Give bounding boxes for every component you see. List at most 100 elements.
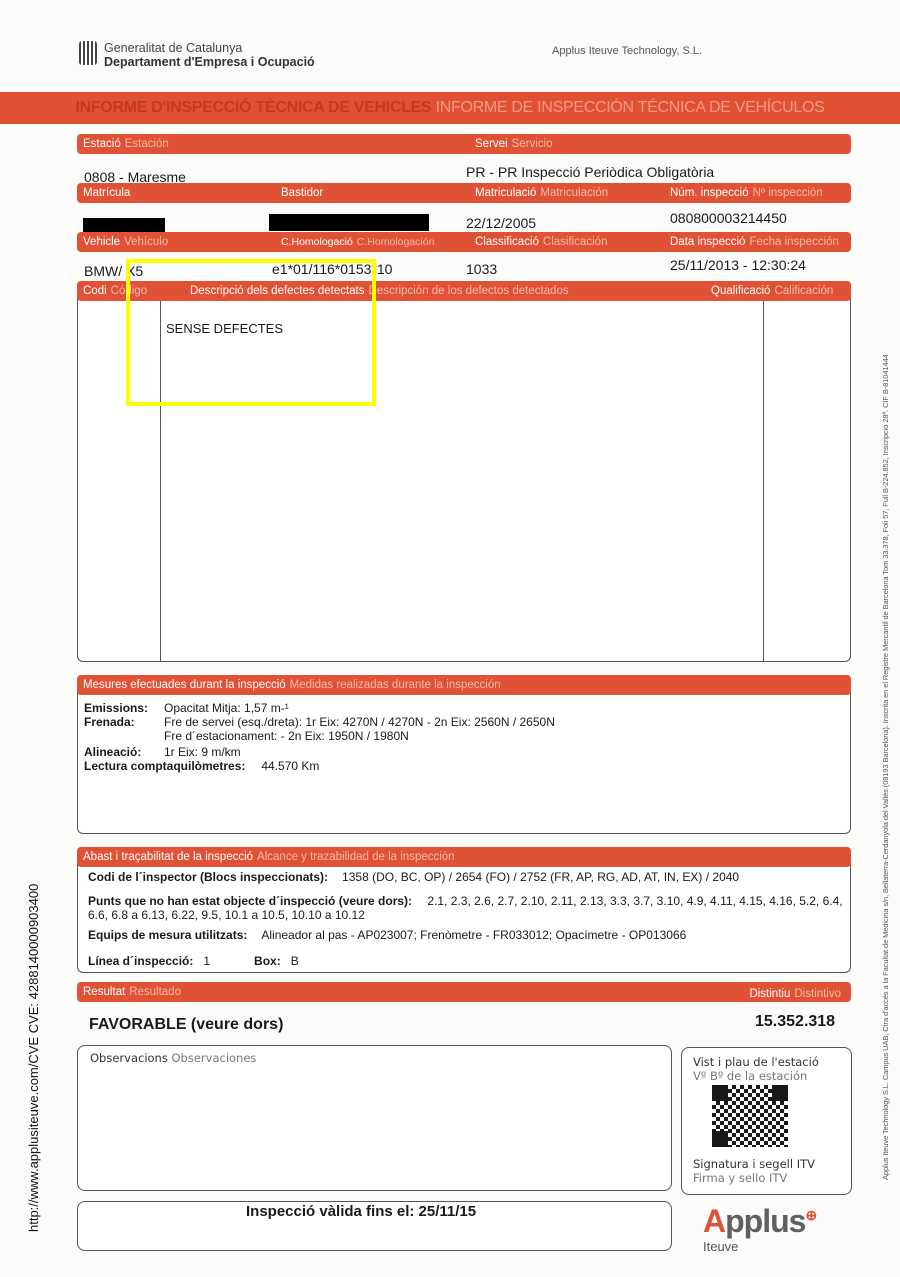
label-matriculacio: Matriculació [475, 187, 537, 199]
header-bar-3: Vehicle Vehículo C.Homologació C.Homologac… [77, 232, 851, 252]
validity-box [77, 1201, 672, 1251]
inspector-label: Codi de l´inspector (Blocs inspeccionats… [88, 870, 329, 884]
applus-logo-text: Applus [703, 1202, 806, 1239]
defects-header-bar: Codi Código Descripció dels defectes dete… [77, 281, 851, 301]
label-vehiculo: Vehículo [124, 236, 169, 248]
redacted-matricula [83, 218, 165, 235]
applus-logo: Applus⊕ [703, 1196, 817, 1240]
label-estacion: Estación [124, 138, 169, 150]
box-label: Box: [254, 954, 281, 968]
servei-value: PR - PR Inspecció Periòdica Obligatòria [466, 164, 715, 180]
emissions-value: Opacitat Mitja: 1,57 m-¹ [164, 701, 289, 715]
km-row: Lectura comptaquilòmetres: 44.570 Km [84, 759, 319, 773]
label-distintivo: Distintivo [794, 988, 841, 1000]
redacted-bastidor [269, 214, 429, 231]
emissions-label: Emissions: [84, 701, 149, 715]
punts-paragraph: Punts que no han estat objecte d´inspecc… [88, 894, 844, 922]
data-inspeccio-value: 25/11/2013 - 12:30:24 [670, 257, 806, 273]
stamp-line4: Firma y sello ITV [693, 1171, 788, 1185]
label-estacio: Estació [83, 138, 121, 150]
punts-label: Punts que no han estat objecte d´inspecc… [88, 894, 413, 908]
side-text-right: Applus Iteuve Technology S.L. Campus UAB… [881, 354, 890, 1180]
label-resultado: Resultado [129, 986, 181, 998]
scope-header-bar: Abast i traçabilitat de la inspecció Alca… [77, 847, 851, 867]
inspector-row: Codi de l´inspector (Blocs inspeccionats… [88, 870, 739, 884]
stamp-line2: Vº Bº de la estación [693, 1069, 808, 1083]
frenada-row: Frenada: Fre de servei (esq./dreta): 1r … [84, 715, 555, 729]
equips-row: Equips de mesura utilitzats: Alineador a… [88, 928, 686, 942]
matriculacio-value: 22/12/2005 [466, 215, 537, 231]
title-es: INFORME DE INSPECCIÓN TÉCNICA DE VEHÍCUL… [435, 99, 825, 116]
punts-value-1: 2.1, 2.3, 2.6, 2.7, 2.10, 2.11, 2.13, 3.… [427, 894, 796, 908]
label-observacions: Observacions [90, 1051, 168, 1065]
label-observaciones: Observaciones [171, 1051, 257, 1065]
defects-box [77, 282, 851, 662]
equips-value: Alineador al pas - AP023007; Frenòmetre … [261, 928, 687, 942]
label-vehicle: Vehicle [83, 236, 121, 248]
label-matriculacion: Matriculación [540, 187, 609, 199]
label-servei: Servei [475, 138, 508, 150]
label-servicio: Servicio [511, 138, 553, 150]
label-qualificacio: Qualificació [711, 285, 771, 297]
homologacio-value: e1*01/116*0153*10 [272, 261, 393, 277]
label-classificacio: Classificació [475, 236, 539, 248]
measures-box [77, 676, 851, 834]
side-text-left: http://www.applusiteuve.com/CVE CVE: 428… [26, 883, 41, 1232]
frenada-label: Frenada: [84, 715, 135, 729]
header-bar-2: Matrícula Bastidor Matriculació Matricula… [77, 183, 851, 203]
label-fecha-inspeccion: Fecha inspección [749, 236, 839, 248]
linia-value: 1 [203, 954, 211, 968]
company-name: Applus Iteuve Technology, S.L. [552, 45, 703, 57]
scope-box [77, 848, 851, 973]
label-medidas: Medidas realizadas durante la inspección [289, 679, 501, 691]
header-bar-1: Estació Estación Servei Servicio [77, 134, 851, 154]
defects-divider-left [160, 300, 161, 662]
punts-value-2: 5.2, 6.4, 6.6, 6.8 a 6.13, 6.22, 9.5, 10… [88, 894, 843, 922]
label-alcance: Alcance y trazabilidad de la inspección [257, 851, 455, 863]
measures-header-bar: Mesures efectuades durant la inspecció Me… [77, 675, 851, 695]
title-banner: INFORME D'INSPECCIÓ TÈCNICA DE VEHICLES … [0, 92, 900, 124]
estacio-value: 0808 - Maresme [84, 169, 186, 185]
frenada-row-2: Fre d´estacionament: - 2n Eix: 1950N / 1… [164, 729, 409, 743]
linia-row: Línea d´inspecció: 1 Box: B [88, 954, 299, 968]
label-codi: Codi [83, 285, 107, 297]
result-value: FAVORABLE (veure dors) [89, 1016, 284, 1033]
num-inspeccio-value: 080800003214450 [670, 210, 787, 226]
label-homologacio: C.Homologació [281, 236, 353, 248]
alineacio-value: 1r Eix: 9 m/km [164, 745, 241, 759]
observations-box[interactable] [77, 1045, 672, 1191]
km-value: 44.570 Km [261, 759, 320, 773]
alineacio-row: Alineació: 1r Eix: 9 m/km [84, 745, 241, 759]
label-num-inspeccion: Nº inspección [752, 187, 823, 199]
title-ca: INFORME D'INSPECCIÓ TÈCNICA DE VEHICLES [75, 99, 432, 116]
defects-text: SENSE DEFECTES [166, 321, 284, 336]
label-abast: Abast i traçabilitat de la inspecció [83, 851, 254, 863]
label-homologacion: C.Homologación [356, 236, 435, 248]
org-line2: Departament d'Empresa i Ocupació [104, 55, 315, 69]
alineacio-label: Alineació: [84, 745, 142, 759]
label-distintiu: Distintiu [749, 988, 791, 1000]
label-descripcio: Descripció dels defectes detectats [190, 285, 365, 297]
stamp-line3: Signatura i segell ITV [693, 1157, 815, 1171]
label-num-inspeccio: Núm. inspecció [670, 187, 749, 199]
label-clasificacion: Clasificación [542, 236, 608, 248]
label-descripcion: Descripción de los defectos detectados [368, 285, 569, 297]
equips-label: Equips de mesura utilitzats: [88, 928, 248, 942]
box-value: B [290, 954, 299, 968]
iteuve-label: Iteuve [703, 1239, 739, 1254]
km-label: Lectura comptaquilòmetres: [84, 759, 246, 773]
label-matricula: Matrícula [83, 187, 131, 199]
applus-plus-icon: ⊕ [805, 1207, 817, 1223]
validity-text: Inspecció vàlida fins el: 25/11/15 [246, 1203, 477, 1220]
inspector-value: 1358 (DO, BC, OP) / 2654 (FO) / 2752 (FR… [342, 870, 740, 884]
defects-divider-right [763, 300, 764, 662]
linia-label: Línea d´inspecció: [88, 954, 194, 968]
frenada-value-1: Fre de servei (esq./dreta): 1r Eix: 4270… [164, 715, 555, 729]
distintiu-value: 15.352.318 [755, 1013, 836, 1030]
label-calificacion: Calificación [774, 285, 834, 297]
result-header-bar: Resultat Resultado Distintiu Distintivo [77, 982, 851, 1002]
frenada-value-2: Fre d´estacionament: - 2n Eix: 1950N / 1… [164, 729, 409, 743]
label-resultat: Resultat [83, 986, 126, 998]
stamp-line1: Vist i plau de l'estació [693, 1055, 819, 1069]
highlight-box [126, 259, 376, 406]
